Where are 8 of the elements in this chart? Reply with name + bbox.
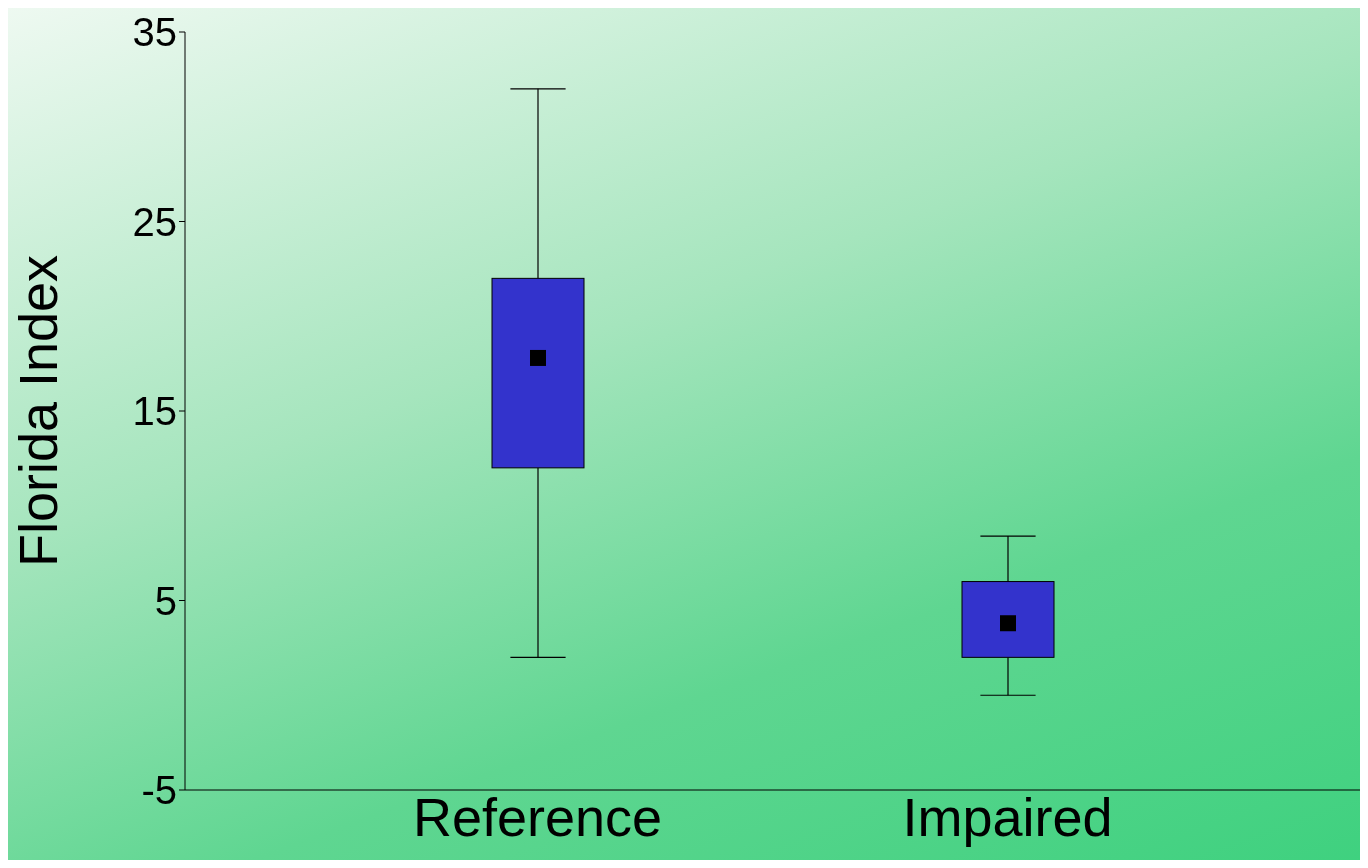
y-tick-label: -5 [141,768,177,813]
x-tick-label: Impaired [902,787,1113,848]
y-tick-label: 5 [154,578,177,623]
y-tick-label: 15 [132,389,177,434]
y-tick-label: 25 [132,199,177,244]
y-tick-label: 35 [132,10,177,55]
y-axis-title: Florida Index [8,254,69,568]
x-tick-label: Reference [412,787,663,848]
